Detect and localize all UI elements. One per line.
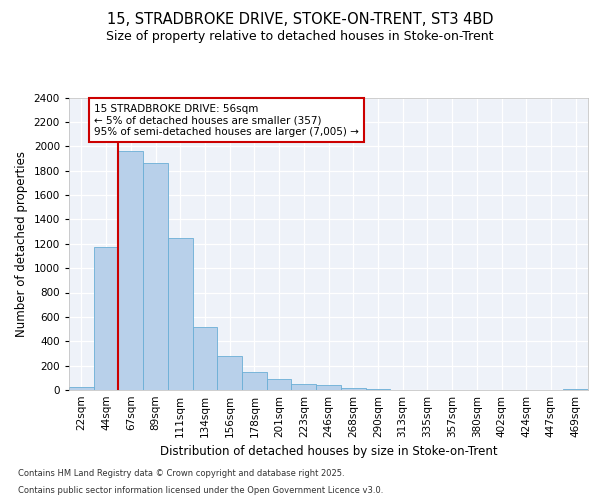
Bar [118, 151, 143, 390]
Bar [341, 388, 365, 390]
Bar [292, 384, 316, 390]
Text: 15 STRADBROKE DRIVE: 56sqm
← 5% of detached houses are smaller (357)
95% of semi: 15 STRADBROKE DRIVE: 56sqm ← 5% of detac… [94, 104, 359, 137]
Y-axis label: Number of detached properties: Number of detached properties [15, 151, 28, 337]
Text: Contains public sector information licensed under the Open Government Licence v3: Contains public sector information licen… [18, 486, 383, 495]
Bar [143, 164, 168, 390]
Text: 15, STRADBROKE DRIVE, STOKE-ON-TRENT, ST3 4BD: 15, STRADBROKE DRIVE, STOKE-ON-TRENT, ST… [107, 12, 493, 28]
X-axis label: Distribution of detached houses by size in Stoke-on-Trent: Distribution of detached houses by size … [160, 446, 497, 458]
Bar [217, 356, 242, 390]
Bar [316, 385, 341, 390]
Bar [94, 248, 118, 390]
Text: Size of property relative to detached houses in Stoke-on-Trent: Size of property relative to detached ho… [106, 30, 494, 43]
Text: Contains HM Land Registry data © Crown copyright and database right 2025.: Contains HM Land Registry data © Crown c… [18, 468, 344, 477]
Bar [267, 379, 292, 390]
Bar [242, 372, 267, 390]
Bar [69, 387, 94, 390]
Bar [168, 238, 193, 390]
Bar [193, 326, 217, 390]
